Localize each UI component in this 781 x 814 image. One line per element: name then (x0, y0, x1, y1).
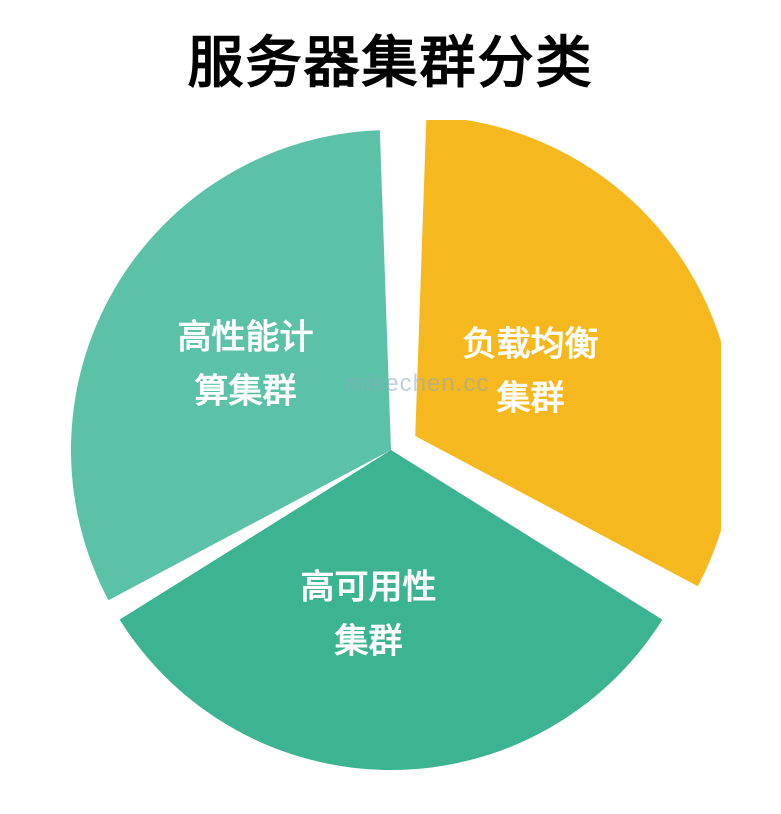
slice-label-line1: 高性能计 (178, 319, 314, 357)
slice-label-high-availability: 高可用性 集群 (301, 561, 437, 670)
chart-title: 服务器集群分类 (188, 18, 594, 99)
slice-label-high-performance: 高性能计 算集群 (178, 311, 314, 420)
slice-label-line2: 算集群 (195, 373, 297, 411)
pie-svg (61, 120, 721, 780)
slice-label-line1: 高可用性 (301, 569, 437, 607)
slice-label-line2: 集群 (335, 623, 403, 661)
slice-label-line1: 负载均衡 (463, 326, 599, 364)
slice-label-load-balance: 负载均衡 集群 (463, 318, 599, 427)
pie-chart: 负载均衡 集群 高可用性 集群 高性能计 算集群 (61, 120, 721, 780)
slice-label-line2: 集群 (497, 380, 565, 418)
